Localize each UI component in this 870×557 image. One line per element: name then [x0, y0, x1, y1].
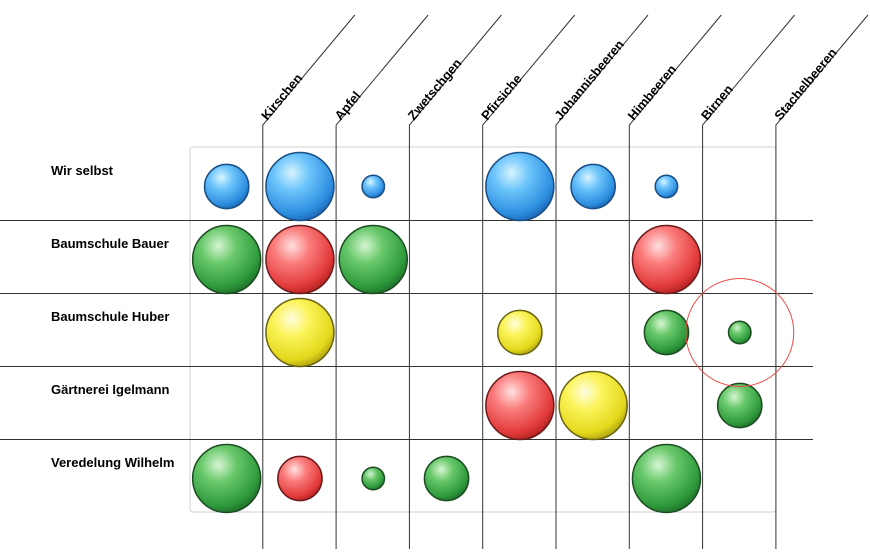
- bubble-apfel-0[interactable]: [265, 151, 335, 222]
- bubble-birnen-4[interactable]: [631, 443, 702, 514]
- bubble-stachelbeeren-2[interactable]: [727, 320, 752, 345]
- column-separator: [335, 14, 429, 549]
- column-label: Johannisbeeren: [551, 37, 627, 123]
- bubble-apfel-1[interactable]: [265, 224, 335, 295]
- bubble-himbeeren-0[interactable]: [570, 163, 617, 210]
- bubble-birnen-2[interactable]: [643, 309, 690, 356]
- column-label: Apfel: [331, 88, 363, 123]
- highlight-ring: [685, 278, 795, 387]
- bubble-zwetschgen-1[interactable]: [338, 224, 408, 295]
- bubble-stachelbeeren-3[interactable]: [716, 382, 763, 429]
- bubble-birnen-1[interactable]: [631, 224, 702, 295]
- column-label: Zwetschgen: [405, 56, 465, 123]
- bubble-johannisbeeren-3[interactable]: [485, 370, 555, 441]
- highlight-layer: [685, 278, 795, 387]
- column-separator: [702, 14, 795, 549]
- bubble-kirschen-1[interactable]: [191, 224, 262, 295]
- bubble-birnen-0[interactable]: [654, 174, 679, 199]
- bubble-pfirsiche-4[interactable]: [423, 455, 470, 502]
- bubble-zwetschgen-0[interactable]: [361, 174, 386, 199]
- column-label: Stachelbeeren: [771, 45, 840, 123]
- bubbles: [191, 151, 763, 514]
- column-label: Birnen: [698, 82, 736, 123]
- column-separator: [482, 14, 576, 549]
- row-label: Baumschule Huber: [51, 309, 169, 324]
- grid-lines: [0, 14, 869, 549]
- column-separator: [775, 14, 869, 549]
- column-separator: [408, 14, 502, 549]
- column-separator: [628, 14, 722, 549]
- bubble-apfel-4[interactable]: [277, 455, 323, 502]
- bubble-zwetschgen-4[interactable]: [361, 466, 386, 491]
- bubble-apfel-2[interactable]: [265, 297, 335, 368]
- bubble-himbeeren-3[interactable]: [558, 370, 628, 441]
- column-separator: [555, 14, 649, 549]
- column-label: Kirschen: [258, 71, 305, 123]
- column-label: Pfirsiche: [478, 71, 525, 123]
- row-label: Wir selbst: [51, 163, 114, 178]
- bubble-johannisbeeren-2[interactable]: [496, 309, 543, 356]
- column-separator: [262, 14, 356, 549]
- bubble-kirschen-4[interactable]: [191, 443, 262, 514]
- column-labels: Kirschen Apfel Zwetschgen Pfirsiche Johannis…: [258, 37, 840, 123]
- row-labels: Wir selbst Baumschule Bauer Baumschule Hub…: [51, 163, 174, 470]
- bubble-kirschen-0[interactable]: [203, 163, 250, 210]
- column-label: Himbeeren: [625, 62, 680, 123]
- row-label: Baumschule Bauer: [51, 236, 169, 251]
- bubble-johannisbeeren-0[interactable]: [485, 151, 555, 222]
- row-label: Veredelung Wilhelm: [51, 455, 174, 470]
- row-label: Gärtnerei Igelmann: [51, 382, 170, 397]
